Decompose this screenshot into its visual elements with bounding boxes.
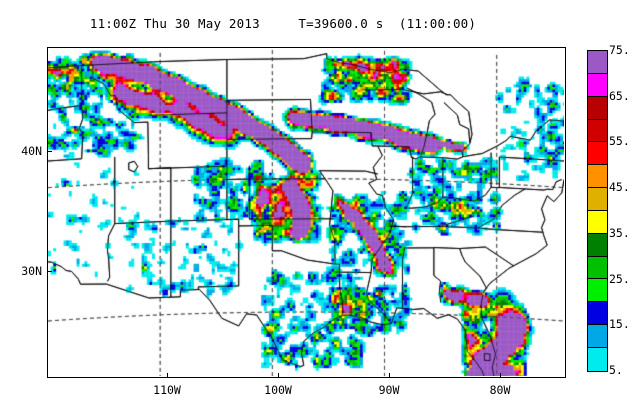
colorbar-label-15: 15. (609, 317, 630, 332)
colorbar-cell-55 (588, 142, 607, 166)
axis-tick-x (167, 373, 168, 378)
colorbar-cell-45 (588, 188, 607, 211)
colorbar-cell-40 (588, 210, 607, 234)
axis-label-lat-40n: 40N (21, 144, 42, 158)
axis-label-lon-110w: 110W (153, 383, 181, 397)
axis-label-lat-30n: 30N (21, 264, 42, 278)
page-title: 11:00Z Thu 30 May 2013 T=39600.0 s (11:0… (89, 16, 477, 31)
colorbar-label-65: 65. (609, 88, 630, 103)
colorbar-cell-35 (588, 233, 607, 257)
colorbar-cell-70 (588, 73, 607, 97)
colorbar-cell-10 (588, 347, 607, 371)
axis-tick-y (47, 271, 52, 272)
axis-tick-x (500, 373, 501, 378)
colorbar-label-35: 35. (609, 225, 630, 240)
axis-label-lon-90w: 90W (378, 383, 400, 397)
axis-tick-x (278, 373, 279, 378)
colorbar-cell-60 (588, 119, 607, 143)
colorbar-label-25: 25. (609, 271, 630, 286)
colorbar-cell-20 (588, 302, 607, 326)
colorbar-label-5: 5. (609, 363, 623, 377)
axis-label-lon-80w: 80W (489, 383, 511, 397)
reflectivity-colorbar (587, 50, 608, 372)
colorbar-cell-75 (588, 51, 607, 74)
colorbar-cell-65 (588, 96, 607, 120)
colorbar-cell-30 (588, 256, 607, 280)
colorbar-label-75: 75. (609, 43, 630, 57)
colorbar-label-55: 55. (609, 134, 630, 149)
axis-tick-y (47, 151, 52, 152)
colorbar-cell-25 (588, 279, 607, 303)
map-plot-area (47, 47, 566, 378)
radar-reflectivity-canvas (48, 48, 564, 376)
axis-tick-x (389, 373, 390, 378)
colorbar-label-45: 45. (609, 180, 630, 195)
axis-label-lon-100w: 100W (264, 383, 292, 397)
colorbar-cell-15 (588, 325, 607, 348)
colorbar-cell-50 (588, 165, 607, 189)
